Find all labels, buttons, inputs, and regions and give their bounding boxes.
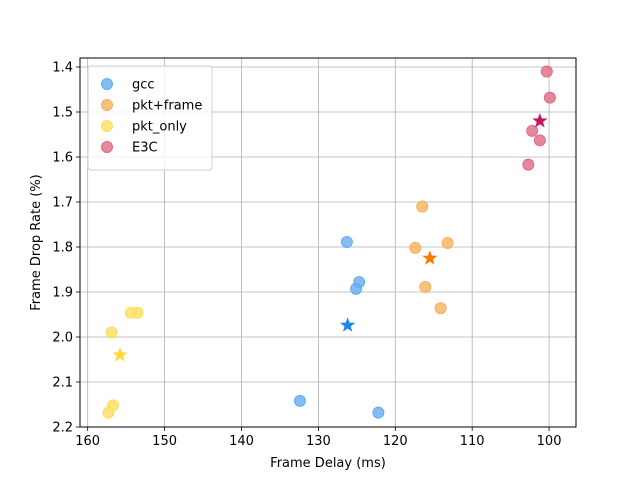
mean-marker-E3C xyxy=(532,113,548,128)
mean-marker-pkt_only xyxy=(112,347,128,362)
x-tick-label: 130 xyxy=(306,434,331,449)
data-point-pkt_only xyxy=(131,306,144,319)
data-point-E3C xyxy=(543,91,556,104)
x-tick-label: 100 xyxy=(537,434,562,449)
legend-label: pkt_only xyxy=(132,120,187,135)
legend-box xyxy=(87,65,213,171)
x-axis-label: Frame Delay (ms) xyxy=(270,456,386,471)
mean-marker-gcc xyxy=(340,317,356,332)
x-tick-label: 150 xyxy=(152,434,177,449)
data-point-pkt+frame xyxy=(441,236,454,249)
data-point-gcc xyxy=(293,394,306,407)
data-point-gcc xyxy=(340,236,353,249)
legend-label: pkt+frame xyxy=(132,99,202,114)
y-tick-label: 2.2 xyxy=(52,421,73,436)
x-tick-label: 120 xyxy=(383,434,408,449)
legend-marker-pkt+frame xyxy=(101,99,113,111)
data-point-pkt_only xyxy=(102,406,115,419)
data-point-E3C xyxy=(533,134,546,147)
data-point-pkt_only xyxy=(105,326,118,339)
data-point-E3C xyxy=(526,124,539,137)
y-tick-label: 1.9 xyxy=(52,286,73,301)
data-point-pkt+frame xyxy=(416,200,429,213)
x-tick-label: 110 xyxy=(460,434,485,449)
data-point-pkt+frame xyxy=(419,281,432,294)
data-point-gcc xyxy=(372,406,385,419)
y-tick-label: 1.6 xyxy=(52,151,73,166)
x-tick-label: 160 xyxy=(75,434,100,449)
y-tick-label: 2.1 xyxy=(52,376,73,391)
x-tick-label: 140 xyxy=(229,434,254,449)
grid-lines xyxy=(80,58,576,428)
data-point-pkt+frame xyxy=(409,241,422,254)
legend: gcc pkt+frame pkt_only E3C xyxy=(87,65,213,171)
data-point-gcc xyxy=(350,282,363,295)
legend-marker-gcc xyxy=(101,78,113,90)
legend-marker-E3C xyxy=(101,141,113,153)
y-tick-label: 1.8 xyxy=(52,241,73,256)
y-tick-label: 1.5 xyxy=(52,106,73,121)
y-tick-label: 1.7 xyxy=(52,196,73,211)
data-point-pkt+frame xyxy=(434,302,447,315)
legend-marker-pkt_only xyxy=(101,120,113,132)
y-tick-label: 1.4 xyxy=(52,61,73,76)
mean-marker-pkt+frame xyxy=(422,250,438,265)
data-point-E3C xyxy=(522,158,535,171)
data-point-E3C xyxy=(540,65,553,78)
y-axis-label: Frame Drop Rate (%) xyxy=(29,174,44,310)
y-tick-label: 2.0 xyxy=(52,331,73,346)
axis-ticks: 160 150 140 130 120 110 100 1.4 1.5 1.6 1.7 1.8 1.9 2… xyxy=(52,61,561,450)
legend-label: E3C xyxy=(132,141,158,156)
plot-frame xyxy=(79,57,577,428)
legend-label: gcc xyxy=(132,78,155,93)
data-points xyxy=(102,65,556,419)
